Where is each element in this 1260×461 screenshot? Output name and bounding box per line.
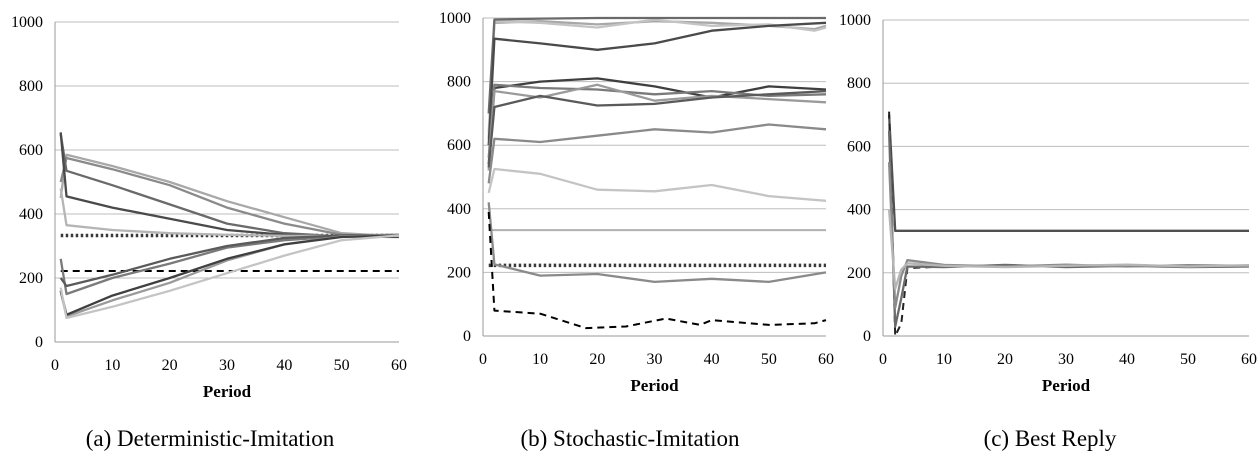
caption-deterministic-imitation: (a) Deterministic-Imitation	[85, 426, 335, 451]
x-tick-label: 0	[479, 351, 487, 368]
series-line-4	[887, 162, 1250, 309]
series-line-7	[59, 233, 400, 288]
chart-best-reply: 0 200 400 600 800 1000 0 10 20 30 40 50 60 Period	[840, 12, 1257, 395]
panel-c: 0 200 400 600 800 1000 0 10 20 30 40 50 60 Period (c)…	[840, 0, 1260, 461]
series-line-4	[487, 21, 827, 146]
y-tick-label: 400	[447, 201, 471, 218]
series-line-1	[487, 20, 827, 139]
x-tick-label: 60	[391, 357, 407, 374]
series-line-1	[887, 114, 1249, 232]
x-tick-label: 0	[879, 351, 887, 368]
x-tick-label: 60	[1241, 351, 1257, 368]
x-tick-label: 10	[104, 357, 120, 374]
y-tick-label: 1000	[840, 12, 871, 29]
y-tick-label: 1000	[439, 10, 471, 27]
x-axis-title: Period	[630, 376, 679, 395]
series-line-5	[487, 77, 827, 165]
series-line-3	[887, 130, 1250, 328]
caption-best-reply: (c) Best Reply	[983, 426, 1117, 451]
x-tick-label: 20	[162, 357, 178, 374]
series-line-1	[59, 153, 400, 238]
y-tick-label: 600	[19, 142, 43, 159]
x-axis-title: Period	[203, 382, 252, 401]
series-line-8	[487, 89, 827, 168]
chart-stochastic-imitation: 0 200 400 600 800 1000 0 10 20 30 40 50 60 Period	[439, 10, 834, 395]
y-tick-label: 400	[847, 202, 871, 219]
y-tick-label: 1000	[11, 14, 43, 31]
series-line-2	[888, 111, 1250, 337]
x-tick-label: 0	[51, 357, 59, 374]
panel-b: 0 200 400 600 800 1000 0 10 20 30 40 50 60 Period (b)…	[420, 0, 840, 461]
x-tick-label: 50	[1180, 351, 1196, 368]
y-tick-label: 800	[447, 74, 471, 91]
x-tick-label: 50	[761, 351, 777, 368]
y-tick-label: 200	[19, 270, 43, 287]
series-line-2	[487, 18, 827, 133]
x-tick-label: 40	[704, 351, 720, 368]
chart-deterministic-imitation: 0 200 400 600 800 1000 0 10 20 30 40 50 60 Period	[11, 14, 407, 401]
y-tick-label: 800	[847, 75, 871, 92]
y-tick-label: 400	[19, 206, 43, 223]
series-line-2	[59, 156, 400, 238]
x-tick-label: 20	[589, 351, 605, 368]
series-line-7	[487, 83, 827, 171]
x-tick-label: 30	[219, 357, 235, 374]
series-line-11	[487, 202, 827, 284]
x-tick-label: 30	[647, 351, 663, 368]
y-tick-label: 800	[19, 78, 43, 95]
x-axis-title: Period	[1042, 376, 1091, 395]
x-tick-label: 10	[532, 351, 548, 368]
series-line-3	[487, 16, 826, 114]
x-tick-label: 40	[276, 357, 292, 374]
x-tick-label: 20	[997, 351, 1013, 368]
x-tick-label: 10	[936, 351, 952, 368]
y-tick-label: 0	[863, 328, 871, 345]
series-line-5	[59, 188, 399, 237]
y-tick-label: 600	[447, 137, 471, 154]
series-line-10	[487, 167, 827, 202]
y-tick-label: 0	[463, 328, 471, 345]
y-tick-label: 600	[847, 138, 871, 155]
series-line-9	[59, 234, 400, 316]
y-tick-label: 0	[35, 334, 43, 351]
panel-a: 0 200 400 600 800 1000 0 10 20 30 40 50 60 Period (a)…	[0, 0, 420, 461]
x-tick-label: 50	[334, 357, 350, 374]
series-line-5	[887, 209, 1250, 290]
y-tick-label: 200	[847, 265, 871, 282]
series-line-10	[59, 234, 400, 320]
caption-stochastic-imitation: (b) Stochastic-Imitation	[520, 426, 740, 451]
series-line-3	[59, 133, 399, 238]
series-line-9	[487, 123, 827, 184]
x-tick-label: 60	[818, 351, 834, 368]
series-line-6	[59, 234, 400, 296]
x-tick-label: 40	[1119, 351, 1135, 368]
y-tick-label: 200	[447, 264, 471, 281]
x-tick-label: 30	[1058, 351, 1074, 368]
